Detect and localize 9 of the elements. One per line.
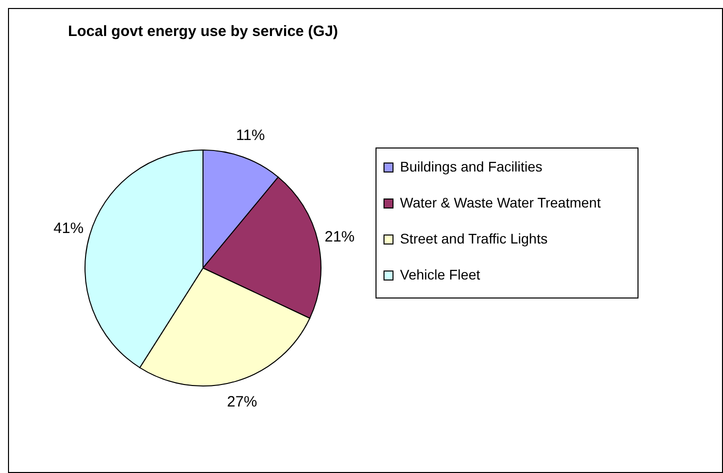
legend-label: Water & Waste Water Treatment (400, 194, 601, 211)
chart-title: Local govt energy use by service (GJ) (68, 23, 338, 40)
data-label: 21% (324, 228, 355, 246)
legend-label: Street and Traffic Lights (400, 230, 548, 247)
data-label: 41% (54, 220, 84, 237)
data-label: 27% (227, 393, 258, 410)
legend-label: Vehicle Fleet (400, 266, 480, 283)
data-label: 11% (236, 127, 265, 144)
legend-label: Buildings and Facilities (400, 158, 542, 175)
